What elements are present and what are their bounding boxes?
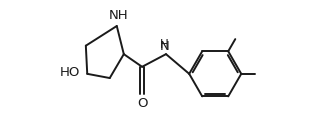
Text: NH: NH [108,9,128,23]
Text: O: O [137,97,147,110]
Text: N: N [160,40,169,53]
Text: HO: HO [60,66,80,79]
Text: H: H [160,38,169,51]
